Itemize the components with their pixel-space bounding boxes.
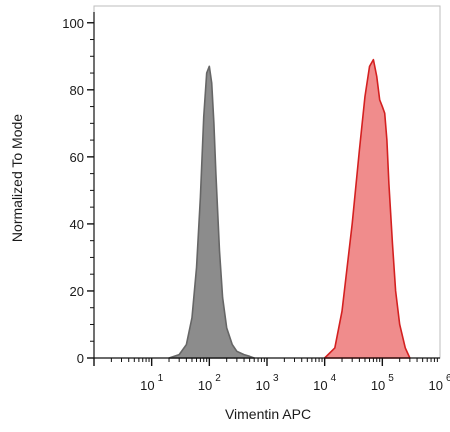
- x-axis-title: Vimentin APC: [225, 406, 311, 422]
- y-tick-label: 100: [62, 16, 84, 31]
- y-tick-label: 60: [70, 150, 84, 165]
- y-tick-label: 20: [70, 284, 84, 299]
- x-tick-label: 10 5: [371, 373, 394, 393]
- x-tick-label: 10 2: [198, 373, 221, 393]
- histogram-series-1: [168, 65, 256, 359]
- y-axis: 0 20 40 60 80 100: [62, 12, 95, 366]
- y-tick-label: 80: [70, 83, 84, 98]
- x-axis: 10 1 10 2 10 3 10 4 10 5 10 6: [93, 357, 450, 393]
- y-tick-label: 40: [70, 217, 84, 232]
- y-axis-title: Normalized To Mode: [9, 114, 25, 242]
- x-tick-label: 10 4: [313, 373, 336, 393]
- y-tick-label: 0: [77, 351, 84, 366]
- x-tick-label: 10 1: [140, 373, 163, 393]
- histogram-series-2: [323, 58, 411, 359]
- series-layer: [168, 58, 411, 359]
- x-tick-label: 10 3: [255, 373, 278, 393]
- x-tick-label: 10 6: [428, 373, 450, 393]
